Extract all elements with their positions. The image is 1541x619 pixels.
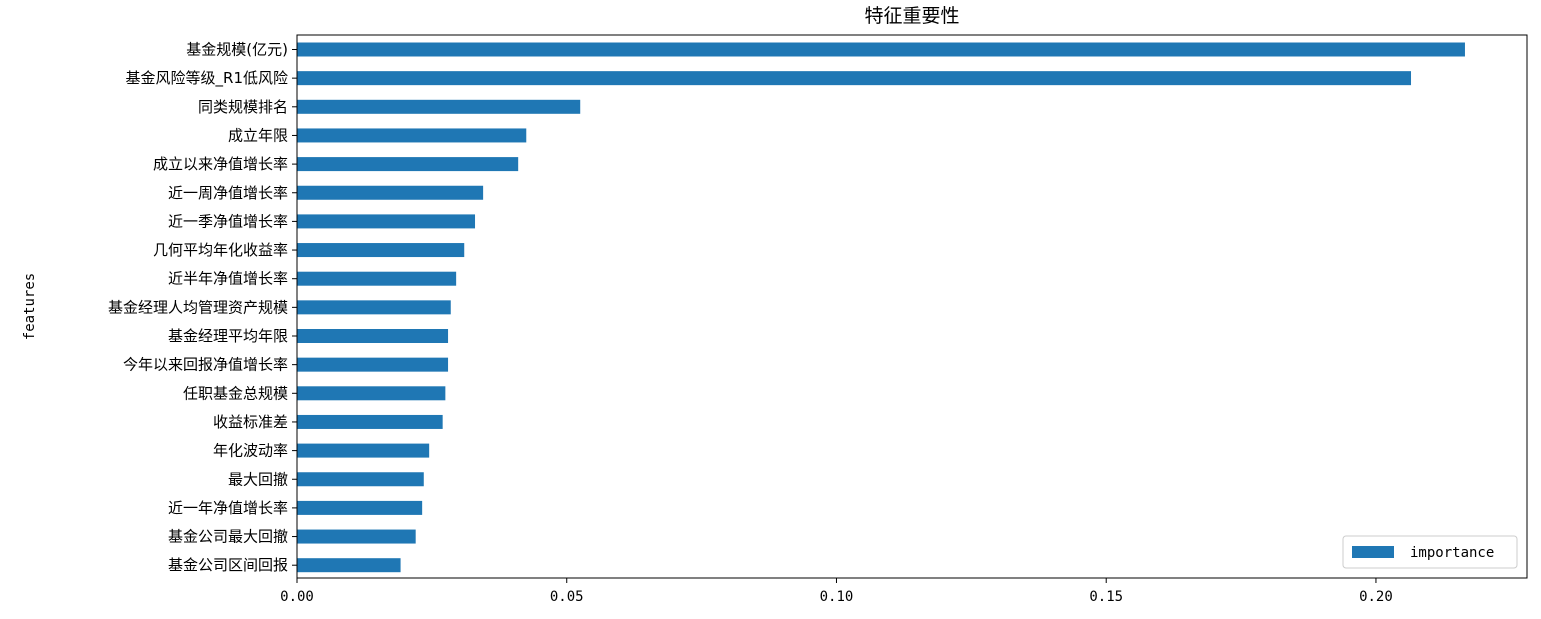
y-tick-label: 基金经理人均管理资产规模 <box>108 298 288 316</box>
bar-0 <box>297 42 1465 57</box>
bar-11 <box>297 357 449 372</box>
bar-17 <box>297 529 416 544</box>
x-tick-label: 0.15 <box>1089 589 1123 605</box>
y-tick-label: 收益标准差 <box>213 413 288 431</box>
y-tick-label: 最大回撤 <box>228 470 288 488</box>
plot-frame <box>296 34 1528 579</box>
bar-7 <box>297 243 465 258</box>
bars-layer <box>297 42 1465 573</box>
bar-8 <box>297 271 457 286</box>
y-tick-label: 今年以来回报净值增长率 <box>123 356 288 374</box>
y-tick-label: 近一年净值增长率 <box>168 499 288 517</box>
x-tick-label: 0.00 <box>280 589 314 605</box>
bar-18 <box>297 558 401 573</box>
legend-swatch <box>1352 546 1394 558</box>
bar-6 <box>297 214 476 229</box>
y-tick-label: 近一周净值增长率 <box>168 184 288 202</box>
y-tick-label: 成立以来净值增长率 <box>153 155 288 173</box>
bar-1 <box>297 71 1412 86</box>
x-axis: 0.00 0.05 0.10 0.15 0.20 <box>280 578 1393 605</box>
chart-title: 特征重要性 <box>864 5 959 27</box>
y-axis-label: features <box>22 273 38 340</box>
y-tick-label: 成立年限 <box>228 126 288 144</box>
bar-4 <box>297 157 519 172</box>
y-tick-label: 基金风险等级_R1低风险 <box>126 69 288 88</box>
y-tick-label: 同类规模排名 <box>198 98 288 116</box>
legend: importance <box>1342 535 1518 569</box>
y-tick-label: 近一季净值增长率 <box>168 212 288 230</box>
legend-entry-importance: importance <box>1410 545 1494 561</box>
y-tick-label: 年化波动率 <box>213 442 288 460</box>
x-tick-label: 0.10 <box>820 589 854 605</box>
y-tick-label: 几何平均年化收益率 <box>153 241 288 259</box>
y-tick-label: 基金公司区间回报 <box>168 556 288 574</box>
x-tick-label: 0.05 <box>550 589 584 605</box>
bar-13 <box>297 414 443 429</box>
bar-9 <box>297 300 451 315</box>
bar-12 <box>297 386 446 401</box>
y-tick-label: 基金规模(亿元) <box>186 41 288 59</box>
bar-16 <box>297 500 423 515</box>
legend-box <box>1342 535 1518 569</box>
bar-14 <box>297 443 430 458</box>
bar-10 <box>297 329 449 343</box>
y-axis: 基金规模(亿元) 基金风险等级_R1低风险同类规模排名成立年限成立以来净值增长率近… <box>108 41 297 574</box>
y-tick-label: 基金公司最大回撤 <box>168 528 288 546</box>
x-tick-label: 0.20 <box>1359 589 1393 605</box>
bar-3 <box>297 128 527 143</box>
y-tick-label: 近半年净值增长率 <box>168 270 288 288</box>
y-tick-label: 基金经理平均年限 <box>168 327 288 345</box>
bar-15 <box>297 472 424 487</box>
bar-2 <box>297 99 581 114</box>
y-tick-label: 任职基金总规模 <box>183 384 288 402</box>
bar-5 <box>297 185 484 200</box>
